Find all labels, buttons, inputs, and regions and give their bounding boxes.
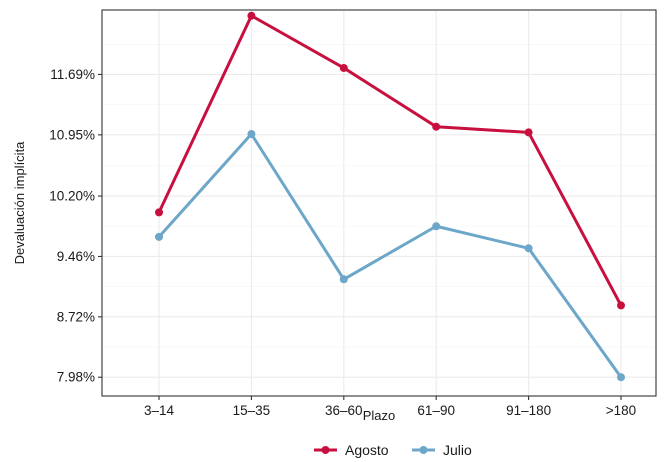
y-axis-title: Devaluación implícita (12, 141, 27, 265)
legend-label-julio: Julio (443, 442, 472, 458)
data-point-julio (339, 275, 348, 284)
legend-item-agosto: Agosto (314, 442, 389, 458)
data-point-julio (247, 130, 256, 139)
y-tick-label: 8.72% (57, 309, 95, 324)
y-tick-label: 7.98% (57, 370, 95, 385)
data-point-julio (524, 244, 533, 253)
legend-key-julio-point (419, 446, 428, 454)
data-point-agosto (524, 128, 533, 137)
data-point-julio (432, 222, 441, 231)
series-line-agosto (157, 14, 623, 307)
legend-label-agosto: Agosto (345, 442, 389, 458)
legend-item-julio: Julio (412, 442, 472, 458)
x-tick-label: >180 (606, 403, 636, 418)
data-point-agosto (617, 301, 625, 310)
data-point-julio (617, 373, 625, 382)
data-point-agosto (155, 208, 163, 217)
plot-panel (102, 10, 656, 396)
plot-border (101, 9, 657, 397)
legend: Agosto Julio (314, 442, 472, 458)
data-point-agosto (432, 122, 441, 131)
y-tick-label: 10.95% (49, 127, 95, 142)
y-tick-label: 10.20% (49, 189, 95, 204)
y-tick-label: 9.46% (57, 249, 95, 264)
x-axis-ticks: 3–14 15–35 36–60 61–90 91–180 >180 (144, 396, 636, 418)
series-layer (155, 11, 625, 382)
series-line-julio (157, 132, 623, 379)
x-tick-label: 36–60 (325, 403, 363, 418)
x-tick-label: 91–180 (506, 403, 551, 418)
y-axis-ticks: 7.98% 8.72% 9.46% 10.20% 10.95% 11.69% (49, 67, 102, 385)
x-tick-label: 61–90 (417, 403, 455, 418)
data-point-agosto (247, 11, 256, 20)
y-tick-label: 11.69% (50, 67, 95, 82)
data-point-agosto (339, 63, 348, 72)
x-axis-title: Plazo (363, 408, 396, 423)
data-point-julio (155, 232, 163, 241)
x-tick-label: 3–14 (144, 403, 175, 418)
minor-gridlines (102, 43, 656, 348)
x-tick-label: 15–35 (233, 403, 271, 418)
legend-key-agosto-point (321, 446, 330, 454)
